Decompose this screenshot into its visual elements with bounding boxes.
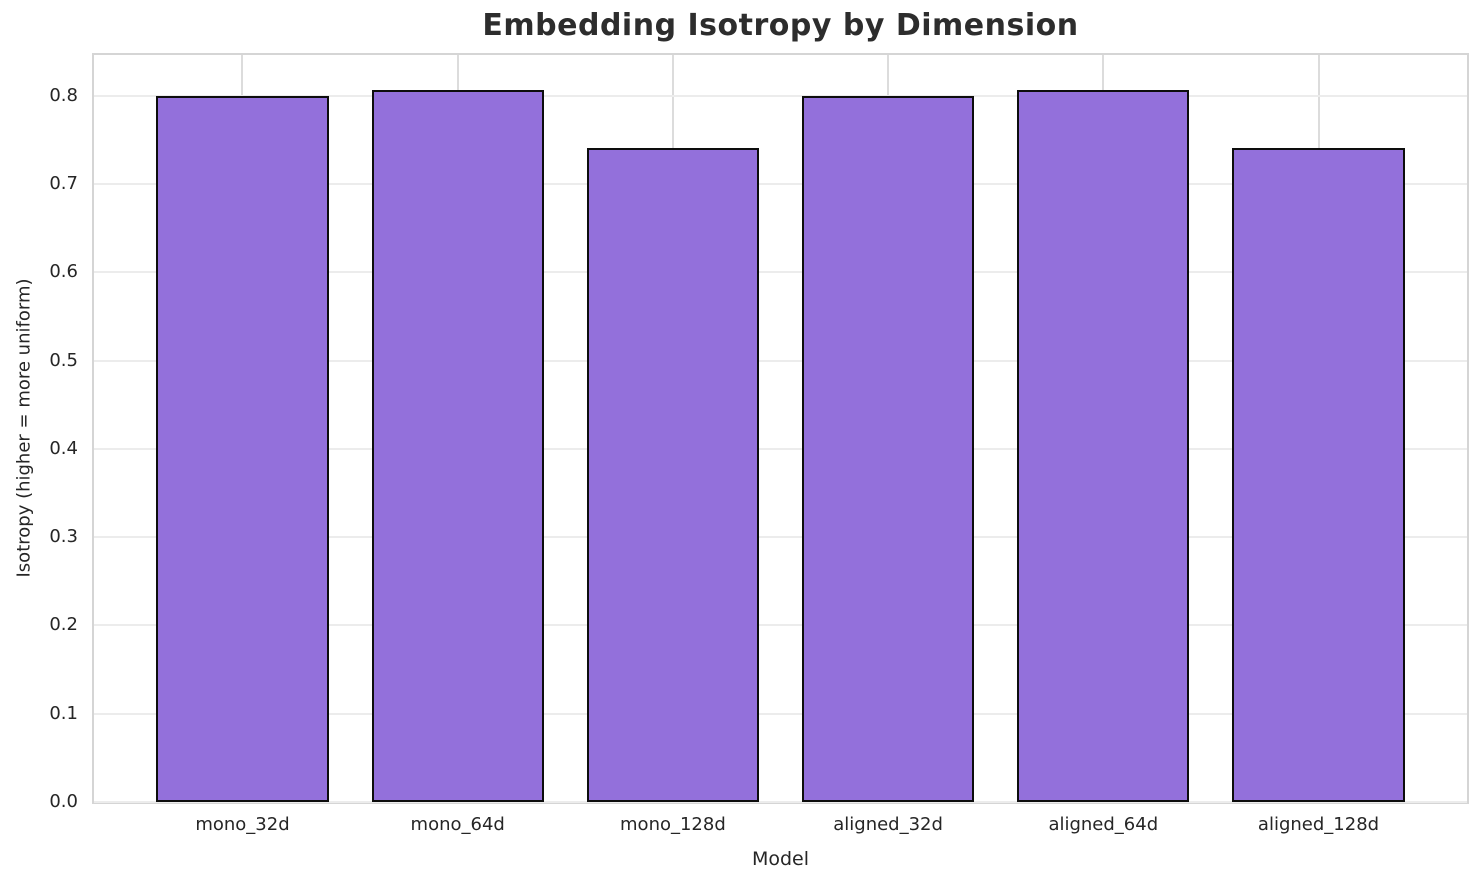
y-tick-label-0.7: 0.7 xyxy=(49,172,78,194)
gridline-horizontal-0.1 xyxy=(94,712,1467,715)
gridline-horizontal-0.7 xyxy=(94,182,1467,185)
y-tick-label-0.5: 0.5 xyxy=(49,349,78,371)
x-tick-label-mono_128d: mono_128d xyxy=(620,814,726,835)
bar-mono_64d xyxy=(371,90,544,802)
chart-title: Embedding Isotropy by Dimension xyxy=(482,8,1079,43)
bar-aligned_64d xyxy=(1017,90,1190,802)
y-tick-label-0.3: 0.3 xyxy=(49,526,78,548)
gridline-horizontal-0.0 xyxy=(94,801,1467,803)
x-axis-label: Model xyxy=(751,848,810,870)
gridline-horizontal-0.2 xyxy=(94,624,1467,627)
x-tick-label-mono_32d: mono_32d xyxy=(195,814,290,835)
plot-area xyxy=(92,53,1469,804)
x-tick-label-aligned_32d: aligned_32d xyxy=(833,814,943,835)
gridline-horizontal-0.8 xyxy=(94,94,1467,97)
y-tick-label-0.8: 0.8 xyxy=(49,84,78,106)
x-tick-label-mono_64d: mono_64d xyxy=(410,814,505,835)
gridline-horizontal-0.5 xyxy=(94,359,1467,362)
y-tick-label-0.4: 0.4 xyxy=(49,437,78,459)
gridline-horizontal-0.3 xyxy=(94,536,1467,539)
x-tick-label-aligned_64d: aligned_64d xyxy=(1048,814,1159,835)
bar-mono_32d xyxy=(156,95,329,802)
y-tick-label-0.2: 0.2 xyxy=(49,614,78,636)
y-tick-label-0.6: 0.6 xyxy=(49,261,78,283)
bar-aligned_32d xyxy=(802,95,975,802)
gridline-horizontal-0.4 xyxy=(94,447,1467,450)
gridline-horizontal-0.6 xyxy=(94,271,1467,274)
x-tick-label-aligned_128d: aligned_128d xyxy=(1257,814,1380,835)
bar-mono_128d xyxy=(586,147,759,802)
y-tick-label-0.0: 0.0 xyxy=(49,791,78,812)
bar-aligned_128d xyxy=(1232,147,1405,802)
y-tick-label-0.1: 0.1 xyxy=(49,702,78,724)
